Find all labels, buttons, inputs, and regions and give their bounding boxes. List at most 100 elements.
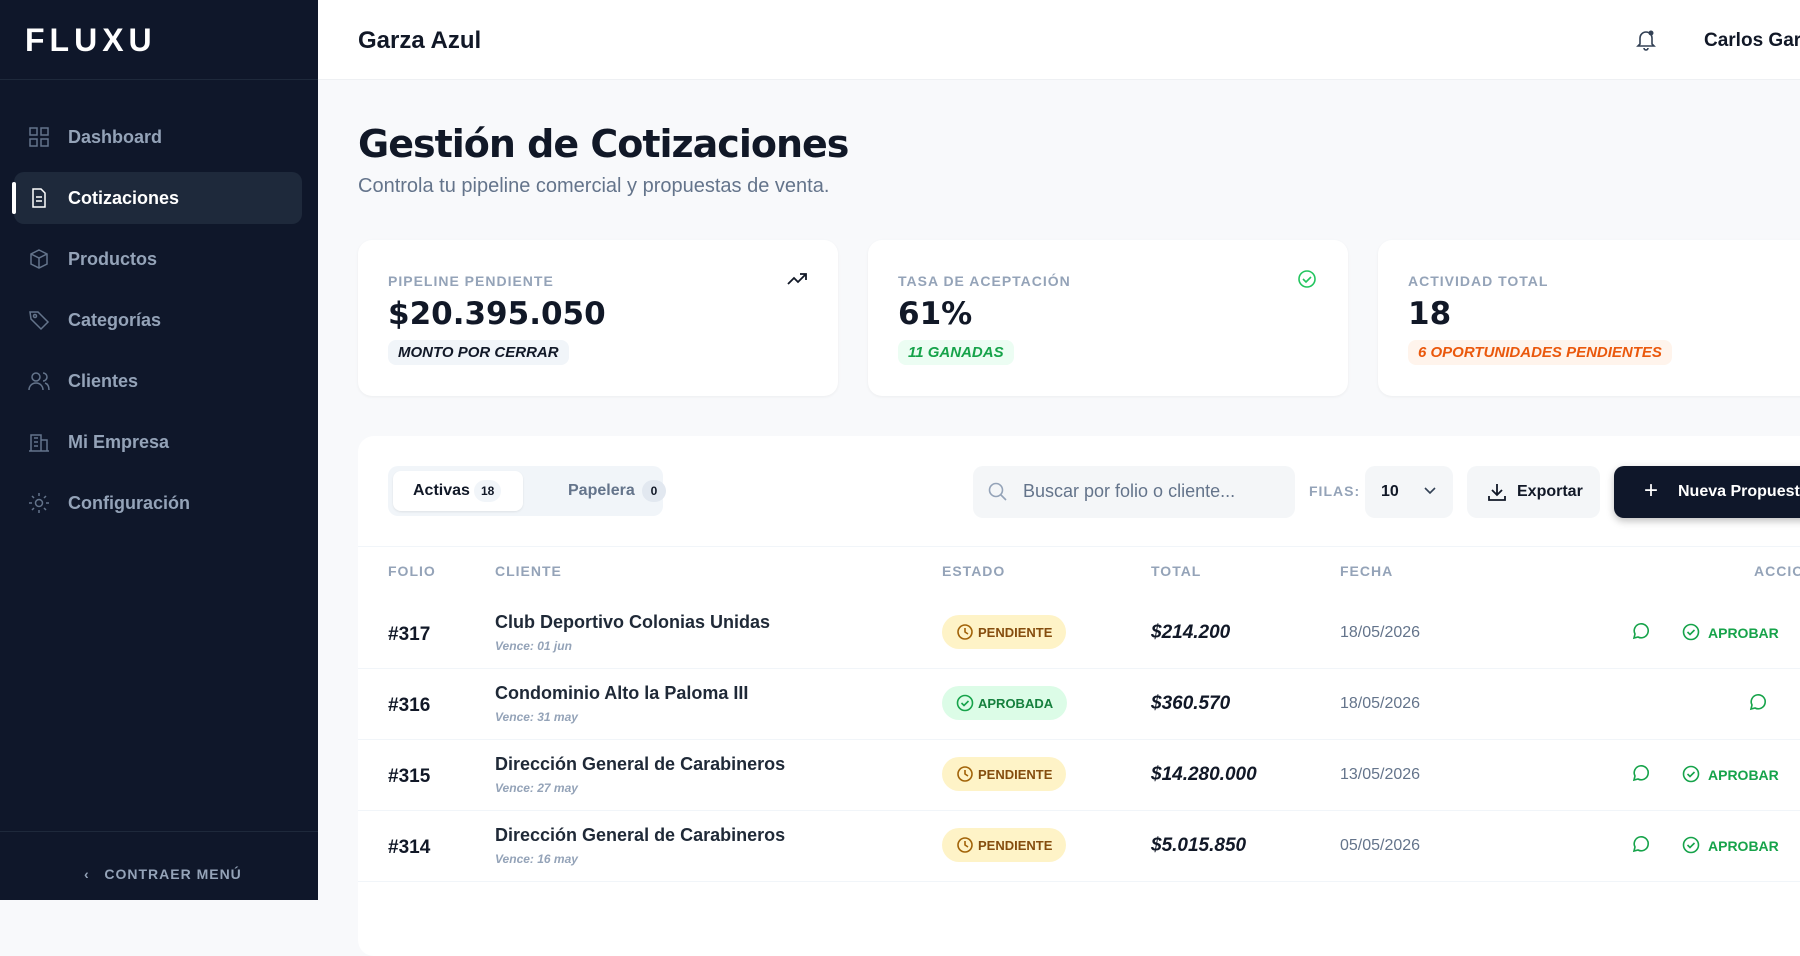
nav-item[interactable]: Mi Empresa [14, 416, 302, 468]
active-indicator [12, 182, 16, 214]
nav-label[interactable]: Dashboard [68, 126, 163, 147]
status-badge: PENDIENTE [942, 828, 1067, 862]
due-date: Vence: 01 jun [495, 639, 572, 653]
nav-item[interactable]: Dashboard [14, 111, 302, 163]
row-divider [358, 739, 1800, 740]
total: $214.200 [1151, 622, 1231, 643]
nav-icon [29, 434, 49, 452]
nav-icon [32, 188, 46, 208]
approve-action[interactable]: APROBAR [1708, 767, 1779, 783]
nav-item[interactable]: Categorías [14, 294, 302, 346]
stat-badge: 6 OPORTUNIDADES PENDIENTES [1408, 340, 1672, 365]
stat-label: ACTIVIDAD TOTAL [1408, 273, 1549, 289]
new-button[interactable]: + Nueva Propuesta [1614, 466, 1800, 518]
company: Garza Azul [358, 27, 482, 54]
folio: #314 [388, 837, 431, 858]
folio: #315 [388, 766, 431, 787]
stat-label: TASA DE ACEPTACIÓN [898, 273, 1071, 289]
logo[interactable]: FLUXU [25, 22, 157, 58]
date: 05/05/2026 [1340, 837, 1421, 854]
status-badge: PENDIENTE [942, 757, 1067, 791]
rows-select[interactable]: 10 [1365, 466, 1453, 518]
date: 13/05/2026 [1340, 766, 1421, 783]
nav-label[interactable]: Categorías [68, 309, 162, 330]
stat-icon [787, 273, 807, 285]
status-icon [957, 766, 973, 782]
date: 18/05/2026 [1340, 624, 1421, 641]
client[interactable]: Dirección General de Carabineros [495, 825, 786, 845]
search[interactable]: Buscar por folio o cliente... [973, 466, 1295, 518]
nav-icon [30, 249, 48, 269]
collapse-menu[interactable]: ‹ CONTRAER MENÚ [84, 866, 242, 882]
row-divider [358, 668, 1800, 669]
export-label: Exportar [1517, 483, 1583, 500]
chevron [1424, 487, 1436, 495]
column-header: ESTADO [942, 563, 1006, 579]
nav-icon [28, 372, 50, 391]
nav-label[interactable]: Configuración [68, 492, 190, 513]
page-subtitle: Controla tu pipeline comercial y propues… [358, 175, 830, 197]
nav-label[interactable]: Clientes [68, 370, 139, 391]
search-icon [988, 482, 1007, 501]
stat-card: ACTIVIDAD TOTAL 18 6 OPORTUNIDADES PENDIEN… [1378, 240, 1800, 396]
table-panel: Activas 18 Papelera 0 Buscar por folio o cl… [358, 436, 1800, 956]
collapse-label[interactable]: CONTRAER MENÚ [104, 866, 242, 882]
column-header: CLIENTE [495, 563, 562, 579]
client[interactable]: Club Deportivo Colonias Unidas [495, 612, 771, 632]
comment-icon [1632, 623, 1649, 640]
comment-icon [1632, 836, 1649, 853]
export-button[interactable]: Exportar [1467, 466, 1600, 518]
stat-icon [1298, 270, 1316, 288]
tab-active[interactable] [393, 471, 523, 511]
sidebar: FLUXU Dashboard Cotizaciones Productos Cate… [0, 0, 318, 900]
tab-count[interactable]: 0 [642, 480, 666, 502]
nav-label[interactable]: Cotizaciones [68, 187, 180, 208]
client[interactable]: Dirección General de Carabineros [495, 754, 786, 774]
divider [0, 831, 318, 832]
tab-label[interactable]: Papelera [568, 482, 635, 499]
nav-icon [29, 493, 49, 513]
column-header: TOTAL [1151, 563, 1202, 579]
search-placeholder: Buscar por folio o cliente... [1023, 481, 1236, 501]
approve-icon [1682, 623, 1700, 641]
nav-icon [29, 311, 50, 331]
plus-icon: + [1644, 477, 1659, 504]
row-divider [358, 881, 1800, 882]
divider [358, 546, 1800, 547]
rows-label: FILAS: [1309, 483, 1361, 499]
approve-action[interactable]: APROBAR [1708, 838, 1779, 854]
column-header: ACCIONES [1754, 563, 1800, 579]
row-divider [358, 810, 1800, 811]
nav-label[interactable]: Productos [68, 248, 158, 269]
due-date: Vence: 31 may [495, 710, 578, 724]
comment-icon [1632, 765, 1649, 782]
tab-label[interactable]: Activas [413, 482, 470, 499]
tabs: Activas 18 Papelera 0 [388, 466, 666, 516]
folio: #316 [388, 695, 431, 716]
rows-value: 10 [1381, 483, 1399, 500]
stat-badge: 11 GANADAS [898, 340, 1014, 365]
tab-count[interactable]: 18 [474, 480, 502, 502]
bell-icon[interactable] [1636, 29, 1656, 51]
stat-label: PIPELINE PENDIENTE [388, 273, 554, 289]
nav-label[interactable]: Mi Empresa [68, 431, 170, 452]
client[interactable]: Condominio Alto la Paloma III [495, 683, 749, 703]
download-icon [1488, 484, 1506, 501]
nav-item[interactable]: Clientes [14, 355, 302, 407]
nav-item[interactable]: Configuración [14, 477, 302, 529]
status-icon [956, 694, 974, 712]
total: $360.570 [1151, 693, 1231, 714]
page-title: Gestión de Cotizaciones [358, 122, 849, 166]
stat-badge: MONTO POR CERRAR [388, 340, 569, 365]
total: $14.280.000 [1151, 764, 1257, 785]
nav-item[interactable]: Cotizaciones [14, 172, 302, 224]
column-header: FOLIO [388, 563, 436, 579]
new-label: Nueva Propuesta [1678, 483, 1800, 500]
user-name[interactable]: Carlos García [1704, 30, 1800, 51]
stat-card: PIPELINE PENDIENTE $20.395.050 MONTO POR C… [358, 240, 838, 396]
stat-value: $20.395.050 [388, 296, 606, 332]
due-date: Vence: 27 may [495, 781, 578, 795]
approve-action[interactable]: APROBAR [1708, 625, 1779, 641]
stat-value: 18 [1408, 296, 1452, 332]
nav-item[interactable]: Productos [14, 233, 302, 285]
